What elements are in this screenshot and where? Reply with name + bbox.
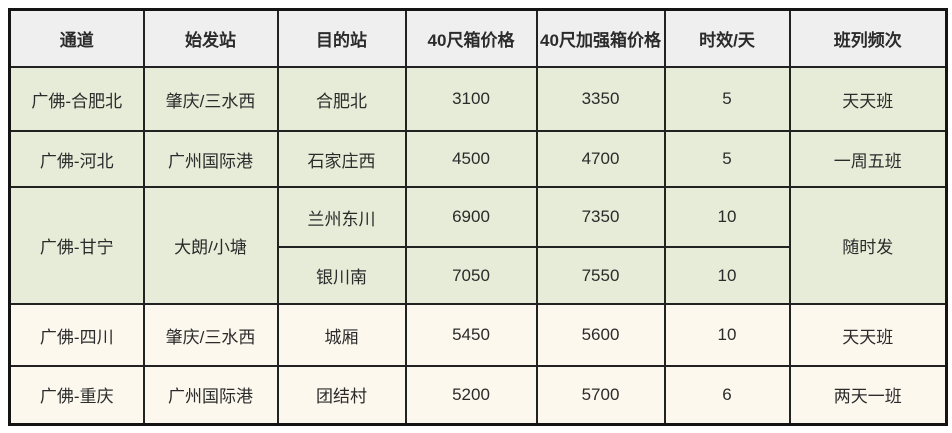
cell-price-40ft-reinforced: 4700 <box>535 130 666 188</box>
cell-destination: 银川南 <box>276 246 407 305</box>
cell-channel: 广佛-四川 <box>8 303 145 367</box>
cell-transit-days: 10 <box>663 186 791 248</box>
column-header-frequency: 班列频次 <box>788 8 948 68</box>
cell-transit-days: 10 <box>663 303 791 367</box>
column-header-transit-days: 时效/天 <box>663 8 791 68</box>
cell-origin: 广州国际港 <box>142 130 279 188</box>
table-row: 广佛-四川 肇庆/三水西 城厢 5450 5600 10 天天班 <box>8 303 948 367</box>
cell-transit-days: 10 <box>663 246 791 305</box>
cell-origin: 肇庆/三水西 <box>142 303 279 367</box>
cell-transit-days: 5 <box>663 130 791 188</box>
cell-frequency-merged: 随时发 <box>788 186 948 305</box>
cell-price-40ft: 5450 <box>404 303 538 367</box>
cell-price-40ft: 7050 <box>404 246 538 305</box>
cell-channel-merged: 广佛-甘宁 <box>8 186 145 305</box>
cell-frequency: 天天班 <box>788 66 948 132</box>
column-header-destination: 目的站 <box>276 8 407 68</box>
cell-price-40ft: 5200 <box>404 365 538 425</box>
cell-destination: 石家庄西 <box>276 130 407 188</box>
cell-transit-days: 5 <box>663 66 791 132</box>
cell-frequency: 天天班 <box>788 303 948 367</box>
cell-price-40ft-reinforced: 7350 <box>535 186 666 248</box>
cell-frequency: 两天一班 <box>788 365 948 425</box>
table-row: 银川南 7050 7550 10 <box>10 246 947 305</box>
column-header-channel: 通道 <box>8 8 145 68</box>
cell-destination: 团结村 <box>276 365 407 425</box>
cell-origin: 肇庆/三水西 <box>142 66 279 132</box>
cell-channel: 广佛-合肥北 <box>8 66 145 132</box>
cell-frequency: 一周五班 <box>788 130 948 188</box>
cell-origin-merged: 大朗/小塘 <box>142 186 279 305</box>
column-header-price-40ft-reinforced: 40尺加强箱价格 <box>535 8 666 68</box>
table-header-row: 通道 始发站 目的站 40尺箱价格 40尺加强箱价格 时效/天 班列频次 <box>8 8 948 68</box>
column-header-origin: 始发站 <box>142 8 279 68</box>
cell-price-40ft-reinforced: 7550 <box>535 246 666 305</box>
cell-destination: 兰州东川 <box>276 186 407 248</box>
cell-price-40ft: 3100 <box>404 66 538 132</box>
cell-transit-days: 6 <box>663 365 791 425</box>
table-row: 广佛-甘宁 大朗/小塘 兰州东川 6900 7350 10 随时发 <box>8 186 948 305</box>
freight-price-table: 通道 始发站 目的站 40尺箱价格 40尺加强箱价格 时效/天 班列频次 广佛-… <box>8 8 948 426</box>
cell-price-40ft-reinforced: 5700 <box>535 365 666 425</box>
cell-price-40ft: 4500 <box>404 130 538 188</box>
cell-price-40ft-reinforced: 5600 <box>535 303 666 367</box>
cell-channel: 广佛-河北 <box>8 130 145 188</box>
cell-origin: 广州国际港 <box>142 365 279 425</box>
table-row: 广佛-重庆 广州国际港 团结村 5200 5700 6 两天一班 <box>8 365 948 425</box>
cell-price-40ft: 6900 <box>404 186 538 248</box>
cell-destination: 合肥北 <box>276 66 407 132</box>
cell-destination: 城厢 <box>276 303 407 367</box>
table-row: 广佛-合肥北 肇庆/三水西 合肥北 3100 3350 5 天天班 <box>8 66 948 132</box>
cell-price-40ft-reinforced: 3350 <box>535 66 666 132</box>
column-header-price-40ft: 40尺箱价格 <box>404 8 538 68</box>
table-row: 广佛-河北 广州国际港 石家庄西 4500 4700 5 一周五班 <box>8 130 948 188</box>
cell-channel: 广佛-重庆 <box>8 365 145 425</box>
